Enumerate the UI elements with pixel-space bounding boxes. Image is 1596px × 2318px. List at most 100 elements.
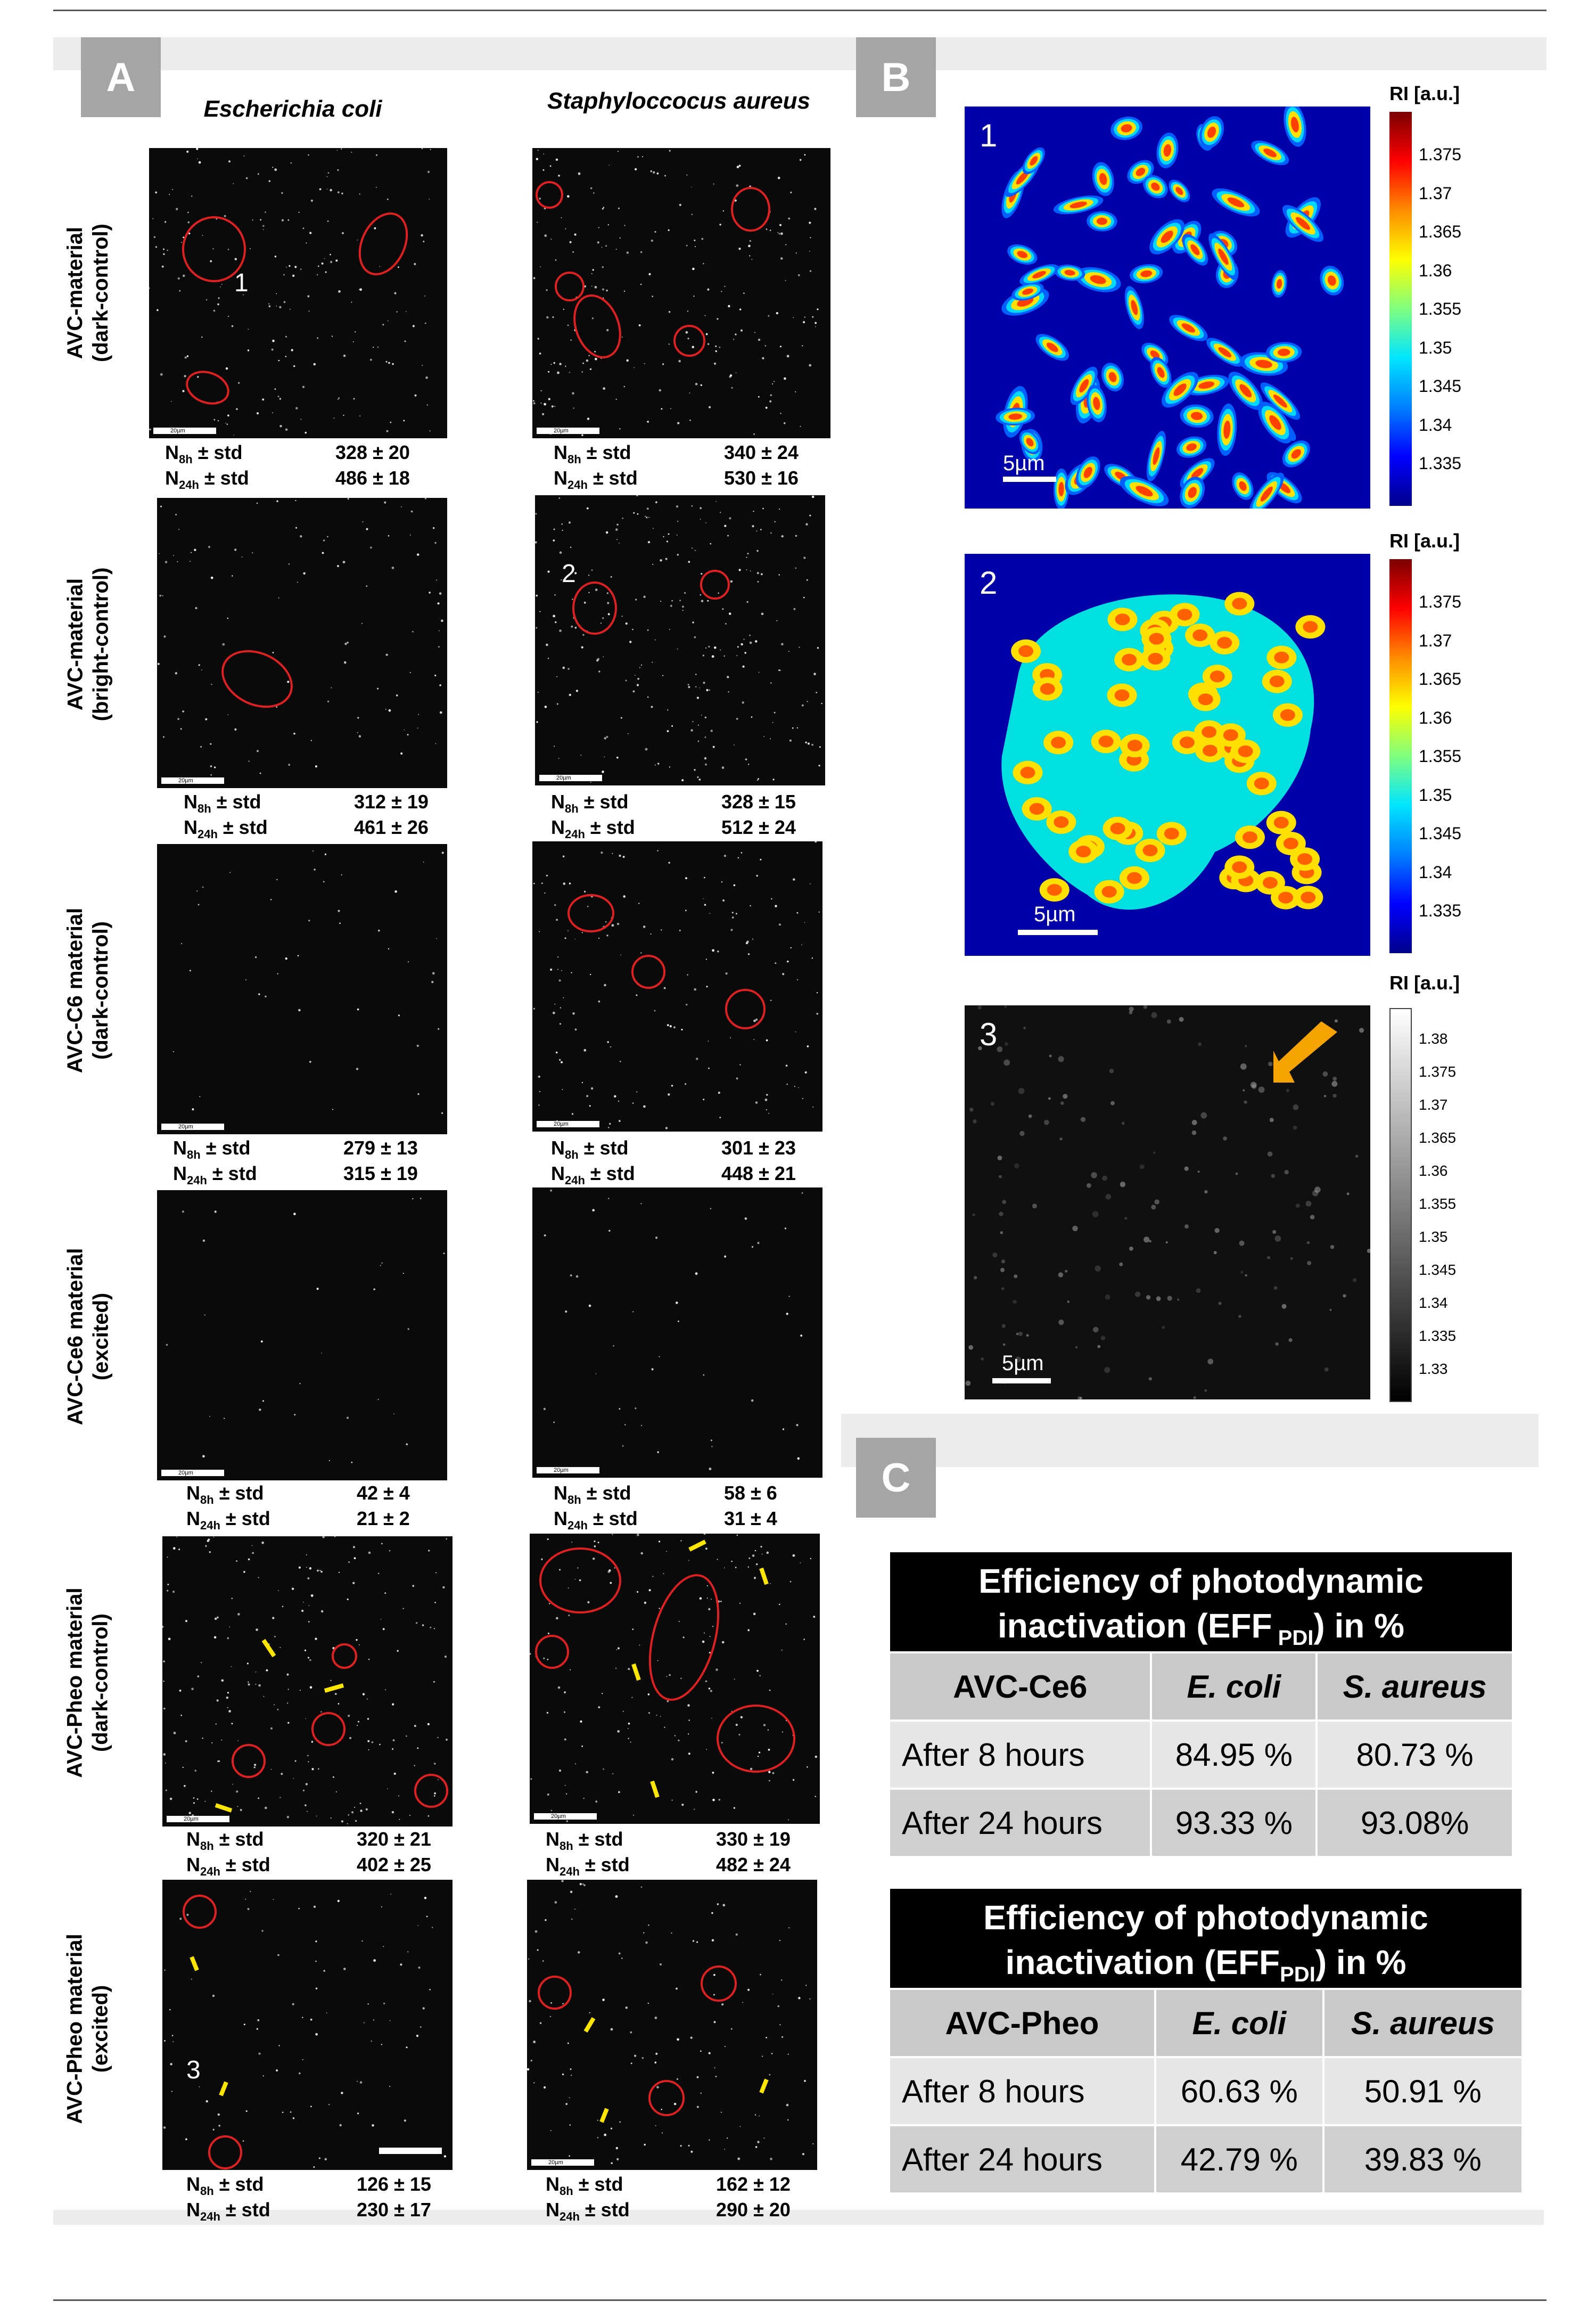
table-cell: 93.33 %: [1150, 1788, 1318, 1858]
stat-value: 530 ± 16: [724, 467, 799, 489]
efficiency-table-ce6: AVC-Ce6 E. coli S. aureus After 8 hours 84.9…: [887, 1651, 1514, 1858]
stat-ecoli-row2-24h: N24h ± std 461 ± 26: [184, 815, 429, 847]
micrograph-ecoli-2: 20µm: [157, 498, 447, 788]
stat-label-std: ± std: [581, 1482, 631, 1504]
ri-map-2-cells: [1001, 592, 1326, 910]
table-2-title-line2: inactivation (EFFPDI) in %: [890, 1940, 1521, 1997]
micrograph-saureus-4: 20µm: [532, 1187, 822, 1478]
stat-label: N24h ± std: [186, 1506, 270, 1538]
stat-value: 320 ± 21: [357, 1828, 431, 1850]
stat-saureus-row6-24h: N24h ± std 290 ± 20: [546, 2197, 791, 2230]
table-header-cell: E. coli: [1150, 1651, 1318, 1722]
panel-a-band: [53, 37, 852, 70]
stat-label-std: ± std: [192, 441, 243, 463]
panel-label-b: B: [856, 37, 936, 117]
micrograph-marker-3: 3: [186, 2056, 201, 2084]
stat-label-subscript: 8h: [198, 802, 211, 816]
ri-map-3-texture: [965, 1005, 1370, 1399]
stat-saureus-row3-8h: N8h ± std 301 ± 23: [551, 1135, 796, 1168]
stat-ecoli-row3-24h: N24h ± std 315 ± 19: [173, 1161, 418, 1193]
stat-label-std: ± std: [585, 816, 635, 838]
row-label-5: AVC-Pheo material (dark-control): [53, 1534, 122, 1832]
stat-ecoli-row5-24h: N24h ± std 402 ± 25: [186, 1852, 431, 1885]
colorbar-2-title: RI [a.u.]: [1389, 530, 1460, 552]
stat-label-n: N: [546, 2199, 560, 2221]
stat-label: N24h ± std: [554, 465, 638, 498]
stat-saureus-row5-8h: N8h ± std 330 ± 19: [546, 1826, 791, 1859]
stat-label-std: ± std: [200, 1137, 251, 1159]
micrograph-saureus-1-circles: [533, 150, 819, 436]
ri-map-1-label: 1: [980, 118, 998, 153]
stat-value: 315 ± 19: [343, 1162, 418, 1184]
stat-value: 512 ± 24: [721, 816, 796, 838]
row-label-1: AVC-material (dark-control): [53, 144, 122, 442]
stat-label-std: ± std: [573, 2173, 623, 2195]
table-cell: 60.63 %: [1154, 2056, 1324, 2126]
table-row: After 24 hours 42.79 % 39.83 %: [888, 2124, 1524, 2194]
table-cell: 93.08%: [1315, 1788, 1514, 1858]
scalebar: [379, 2148, 442, 2154]
bottom-band: [53, 2210, 1544, 2225]
colorbar-tick: 1.35: [1419, 338, 1452, 357]
scalebar-label: 20µm: [548, 2159, 563, 2166]
row-label-4-line1: AVC-Ce6 material: [63, 1248, 87, 1426]
stat-label-n: N: [551, 1137, 565, 1159]
table-cell: 39.83 %: [1322, 2124, 1524, 2194]
colorbar-tick: 1.36: [1419, 260, 1452, 280]
scalebar: [539, 775, 602, 781]
panel-label-a: A: [81, 37, 161, 117]
table-cell: After 24 hours: [887, 1788, 1153, 1858]
colorbar-tick: 1.335: [1419, 901, 1462, 920]
stat-ecoli-row1-8h: N8h ± std 328 ± 20: [165, 440, 410, 472]
stat-label: N24h ± std: [554, 1506, 638, 1538]
stat-label-n: N: [186, 1482, 200, 1504]
table-2-title-sub: PDI: [1280, 1962, 1315, 1986]
row-label-6-line1: AVC-Pheo material: [63, 1934, 87, 2124]
colorbar-tick: 1.375: [1419, 592, 1462, 611]
micrograph-saureus-1: 20µm: [532, 148, 830, 438]
stat-label-std: ± std: [220, 1508, 270, 1529]
colorbar-1: [1389, 112, 1412, 506]
orange-arrow-icon: [1273, 1021, 1337, 1083]
micrograph-ecoli-2-circles: [157, 498, 443, 776]
stat-label-subscript: 8h: [565, 802, 579, 816]
stat-label-n: N: [186, 2199, 200, 2221]
colorbar-tick: 1.37: [1419, 1096, 1448, 1113]
stat-label-n: N: [184, 816, 198, 838]
micrograph-ecoli-4: 20µm: [157, 1190, 447, 1480]
colorbar-tick: 1.375: [1419, 145, 1462, 164]
table-header-row: AVC-Pheo E. coli S. aureus: [888, 1988, 1524, 2058]
row-label-3: AVC-C6 material (dark-control): [53, 841, 122, 1140]
stat-value: 402 ± 25: [357, 1854, 431, 1875]
micrograph-saureus-2-circles: [535, 495, 822, 783]
micrograph-saureus-3: 20µm: [532, 841, 822, 1132]
stat-ecoli-row4-8h: N8h ± std 42 ± 4: [186, 1480, 410, 1513]
stat-label-std: ± std: [211, 791, 261, 813]
scalebar-label: 20µm: [178, 777, 193, 784]
stat-label-subscript: 8h: [200, 1839, 214, 1853]
stat-label: N24h ± std: [546, 1852, 630, 1885]
colorbar-tick: 1.37: [1419, 630, 1452, 650]
stat-saureus-row5-24h: N24h ± std 482 ± 24: [546, 1852, 791, 1885]
stat-label-n: N: [551, 1162, 565, 1184]
stat-saureus-row2-8h: N8h ± std 328 ± 15: [551, 789, 796, 822]
ri-map-3-scale-label: 5µm: [1002, 1352, 1044, 1375]
stat-label-n: N: [173, 1162, 187, 1184]
scalebar: [534, 1813, 597, 1820]
stat-label-n: N: [551, 816, 565, 838]
colorbar-tick: 1.355: [1419, 299, 1462, 318]
scalebar-label: 20µm: [170, 428, 185, 434]
scalebar: [537, 1121, 599, 1127]
row-label-5-line1: AVC-Pheo material: [63, 1587, 87, 1778]
table-1-title-line2: inactivation (EFF PDI) in %: [890, 1603, 1512, 1660]
colorbar-tick: 1.35: [1419, 1228, 1448, 1245]
top-rule: [53, 10, 1546, 11]
stat-label-subscript: 24h: [567, 478, 588, 492]
scalebar: [153, 428, 216, 434]
stat-label-subscript: 24h: [560, 1865, 580, 1879]
stat-label-std: ± std: [213, 1828, 264, 1850]
stat-value: 58 ± 6: [724, 1482, 777, 1504]
colorbar-tick: 1.34: [1419, 862, 1452, 882]
row-label-2-line2: (bright-control): [89, 567, 112, 722]
table-header-row: AVC-Ce6 E. coli S. aureus: [887, 1651, 1514, 1722]
